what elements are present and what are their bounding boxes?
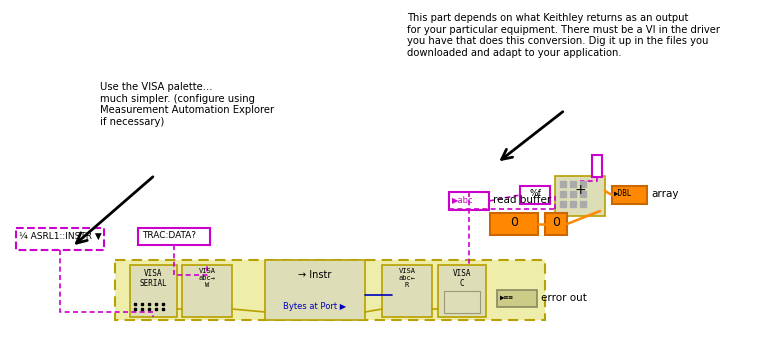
Text: VISA
C: VISA C [453,269,471,288]
Bar [490,213,538,235]
Bar [382,265,432,317]
Text: +: + [575,183,586,197]
Text: This part depends on what Keithley returns as an output
for your particular equi: This part depends on what Keithley retur… [407,13,720,58]
Bar [138,228,210,245]
Bar [497,290,537,307]
Bar [438,265,486,317]
Bar [16,228,104,250]
Text: ▶DBL: ▶DBL [614,189,632,198]
Text: Bytes at Port ▶: Bytes at Port ▶ [283,302,346,311]
Text: Use the VISA palette...
much simpler. (configure using
Measurement Automation Ex: Use the VISA palette... much simpler. (c… [100,82,274,127]
Bar [444,291,480,313]
Text: VISA
SERIAL: VISA SERIAL [139,269,167,288]
Text: %f: %f [529,189,541,198]
Text: → Instr: → Instr [298,270,332,280]
Text: ▶≡≡: ▶≡≡ [500,293,514,302]
Text: 0: 0 [510,216,518,229]
Text: VISA
abc←
R: VISA abc← R [399,268,416,288]
Bar [555,176,605,216]
Text: VISA
abc→
W: VISA abc→ W [199,268,215,288]
Text: array: array [651,189,679,199]
Bar [130,265,177,317]
Text: TRAC:DATA?: TRAC:DATA? [142,231,196,240]
Text: error out: error out [541,293,587,303]
Bar [115,260,545,320]
Text: read buffer: read buffer [493,195,551,205]
Bar [449,192,489,210]
Text: ▶abc: ▶abc [452,195,473,204]
Bar [182,265,232,317]
Bar [520,186,550,204]
Bar [545,213,567,235]
Bar [612,186,647,204]
Bar [265,260,365,320]
Text: 0: 0 [552,216,560,229]
Bar [592,155,602,177]
Text: ¼ ASRL1::INSTR ▼: ¼ ASRL1::INSTR ▼ [19,232,102,241]
